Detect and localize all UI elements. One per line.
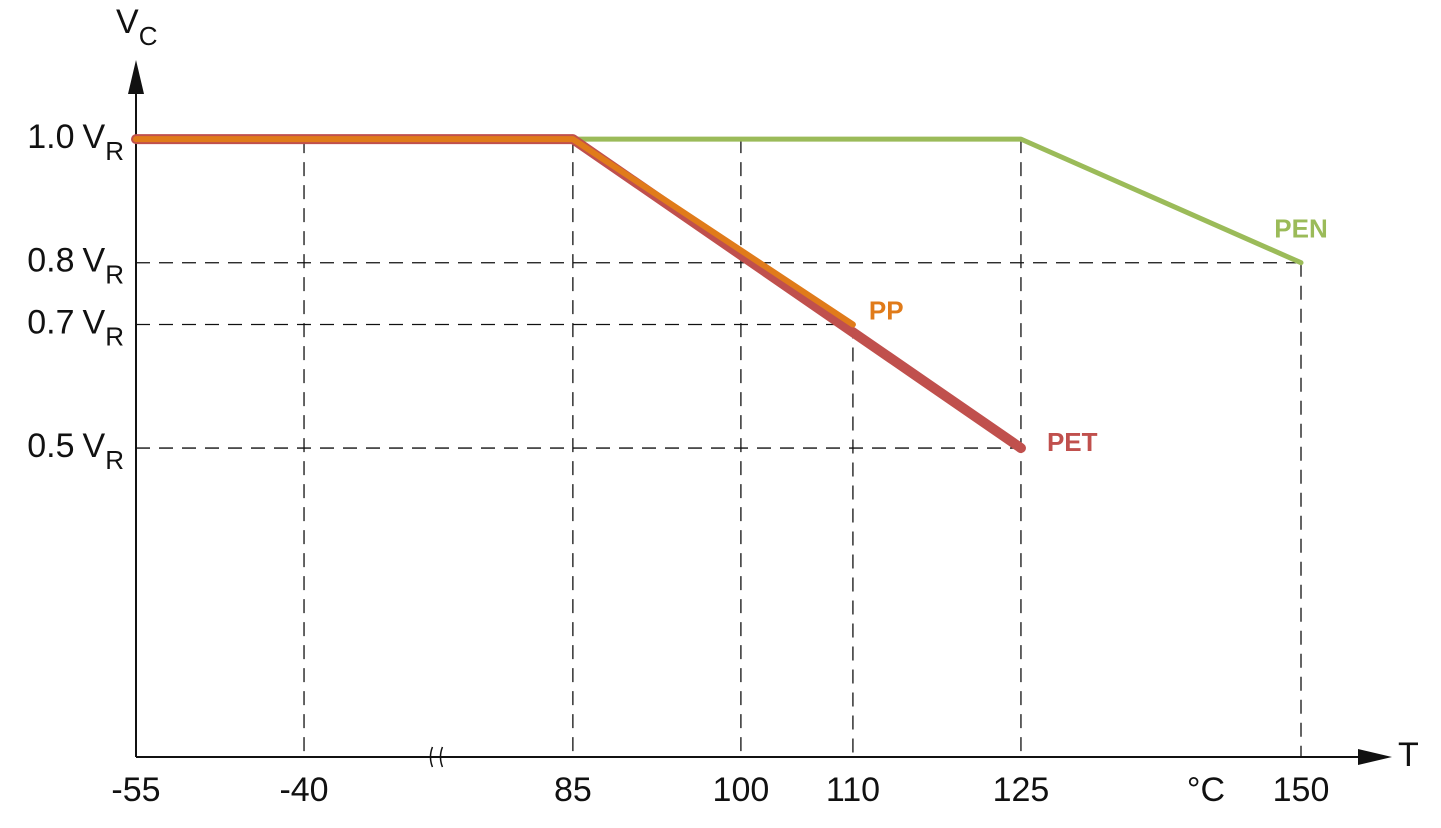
x-unit-label: °C: [1187, 771, 1225, 809]
axis-break: [429, 746, 444, 768]
x-tick-label: 125: [993, 771, 1050, 809]
y-tick-unit: V: [83, 303, 106, 341]
y-tick-unit-sub: R: [105, 321, 124, 351]
y-tick-unit-sub: R: [105, 260, 124, 290]
x-axis-arrow: [1358, 749, 1392, 765]
y-tick-unit: V: [83, 242, 106, 280]
y-tick-unit-sub: R: [105, 445, 124, 475]
x-tick-label: 110: [826, 771, 880, 809]
y-tick-unit: V: [83, 427, 106, 465]
series-label: PET: [1047, 427, 1098, 457]
y-tick-unit: V: [83, 118, 106, 156]
grid-layer: [136, 138, 1302, 757]
y-tick-unit-sub: R: [105, 136, 124, 166]
y-axis-label: VC: [116, 3, 157, 51]
series-line: [133, 136, 856, 328]
x-tick-label: 85: [554, 771, 592, 809]
y-tick-label: 0.8 VR: [27, 242, 124, 290]
y-tick-label: 0.7 VR: [27, 303, 124, 351]
y-axis-label-main: V: [116, 3, 139, 41]
y-tick-number: 0.5: [27, 427, 74, 465]
y-axis-label-sub: C: [139, 21, 158, 51]
x-tick-label: -40: [279, 771, 328, 809]
y-axis-arrow: [128, 60, 144, 94]
y-tick-number: 0.7: [27, 303, 74, 341]
series-label: PP: [869, 295, 904, 325]
x-axis-label: T: [1398, 736, 1419, 774]
x-tick-label: 150: [1273, 771, 1330, 809]
y-tick-number: 0.8: [27, 242, 74, 280]
y-tick-label: 0.5 VR: [27, 427, 124, 475]
series-line: [131, 134, 1026, 454]
series-label: PEN: [1274, 214, 1327, 244]
x-tick-label: 100: [713, 771, 770, 809]
y-tick-number: 1.0: [27, 118, 74, 156]
y-tick-label: 1.0 VR: [27, 118, 124, 166]
x-tick-label: -55: [111, 771, 160, 809]
